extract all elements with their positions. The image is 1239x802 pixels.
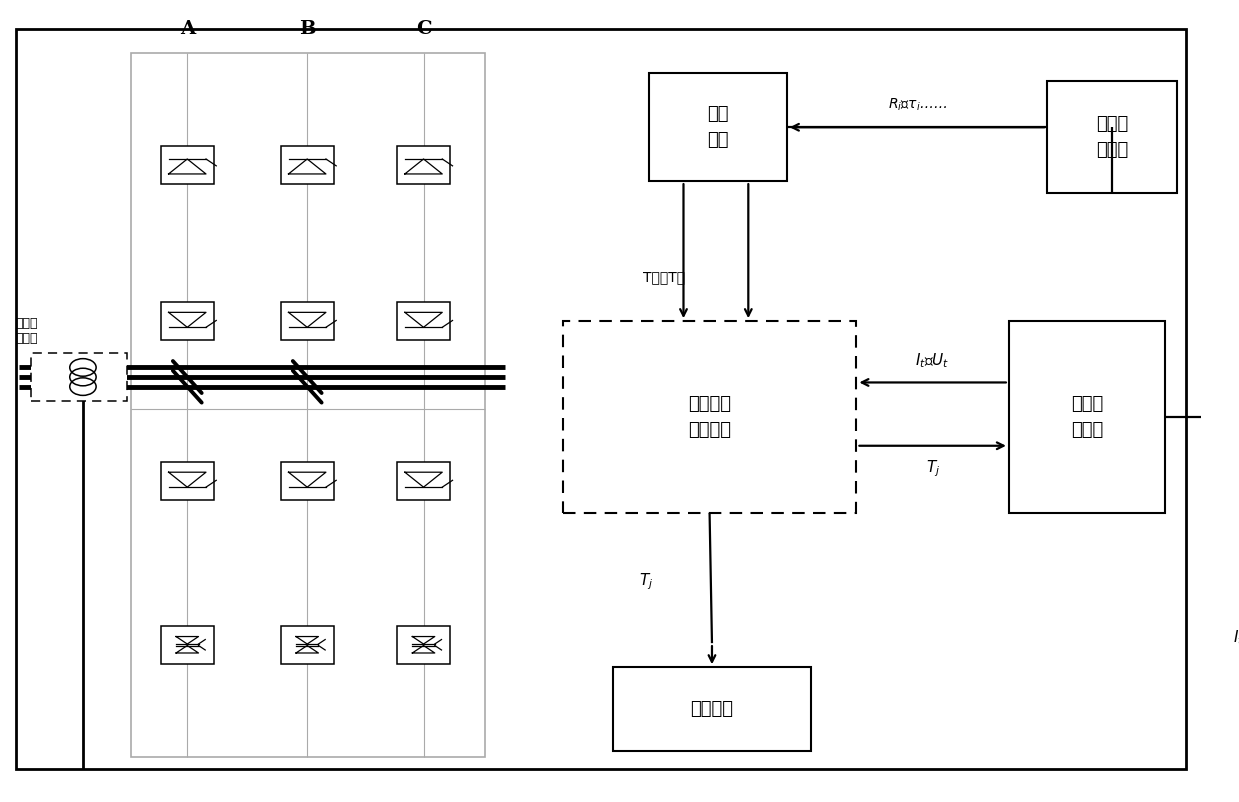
Bar bbox=[281, 302, 333, 340]
Text: $\boldsymbol{T_j}$: $\boldsymbol{T_j}$ bbox=[639, 572, 653, 593]
Text: $\boldsymbol{I_t}$: $\boldsymbol{I_t}$ bbox=[1233, 629, 1239, 647]
Text: $R_i$、$\tau_i$……: $R_i$、$\tau_i$…… bbox=[887, 96, 947, 113]
Bar bbox=[649, 73, 787, 181]
Bar bbox=[31, 353, 128, 401]
Bar bbox=[161, 462, 214, 500]
Bar bbox=[396, 626, 450, 664]
Bar bbox=[161, 302, 214, 340]
Bar bbox=[613, 667, 810, 751]
Bar bbox=[281, 626, 333, 664]
Bar bbox=[281, 146, 333, 184]
Text: $\boldsymbol{T_j}$: $\boldsymbol{T_j}$ bbox=[926, 459, 939, 479]
Text: $\boldsymbol{I_t}$、$\boldsymbol{U_t}$: $\boldsymbol{I_t}$、$\boldsymbol{U_t}$ bbox=[916, 351, 950, 370]
Text: 就地操
作系统: 就地操 作系统 bbox=[1095, 115, 1127, 160]
Text: T出、T进: T出、T进 bbox=[643, 270, 685, 284]
Bar bbox=[396, 146, 450, 184]
Text: 控制保
护系统: 控制保 护系统 bbox=[1070, 395, 1103, 439]
Bar bbox=[1009, 321, 1165, 513]
Text: C: C bbox=[416, 20, 431, 38]
Bar bbox=[1047, 81, 1177, 193]
Bar bbox=[161, 626, 214, 664]
Bar bbox=[396, 302, 450, 340]
Text: 电流互
感器组: 电流互 感器组 bbox=[16, 317, 38, 345]
Text: 水冷
系统: 水冷 系统 bbox=[707, 105, 729, 149]
Bar bbox=[563, 321, 856, 513]
Text: A: A bbox=[180, 20, 195, 38]
Bar bbox=[161, 146, 214, 184]
Bar bbox=[281, 462, 333, 500]
Bar bbox=[131, 54, 484, 756]
Text: 后台系统: 后台系统 bbox=[690, 700, 733, 718]
Bar bbox=[396, 462, 450, 500]
Text: 智能监测
控制机箱: 智能监测 控制机箱 bbox=[688, 395, 731, 439]
Text: B: B bbox=[299, 20, 316, 38]
